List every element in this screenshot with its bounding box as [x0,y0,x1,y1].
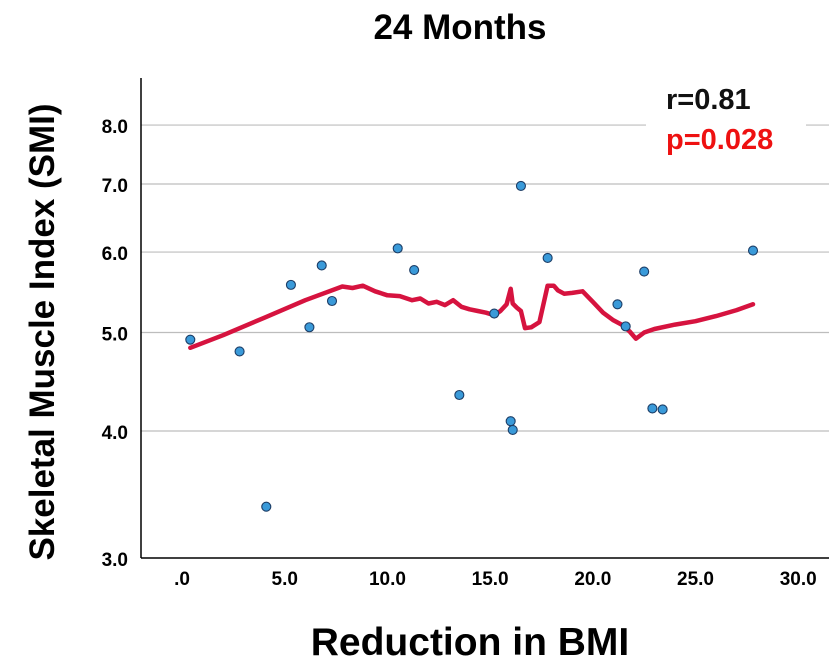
data-point [454,389,465,401]
data-point [639,266,650,277]
data-point [304,322,315,333]
x-tick-labels: .0 5.0 10.0 15.0 20.0 25.0 30.0 [174,569,817,590]
x-tick-label: 5.0 [272,569,298,590]
y-tick-label: 5.0 [102,325,128,346]
x-tick-label: .0 [174,569,190,590]
y-tick-label: 7.0 [102,176,128,197]
y-tick-label: 8.0 [102,117,128,138]
data-point [612,299,623,310]
grid-lines [141,124,829,432]
data-point [489,308,500,319]
axes [140,78,829,559]
x-tick-label: 25.0 [677,569,714,590]
p-value-annotation: p=0.028 [666,124,773,156]
data-point [747,245,759,256]
data-point [620,321,631,332]
y-axis-label: Skeletal Muscle Index (SMI) [23,103,62,560]
chart-title: 24 Months [373,8,546,47]
y-tick-label: 3.0 [102,550,128,571]
data-point [515,180,526,191]
y-tick-labels: 3.0 4.0 5.0 6.0 7.0 8.0 [102,117,128,571]
data-point [234,346,245,357]
r-value-annotation: r=0.81 [666,84,751,116]
data-point [505,416,516,427]
data-point [316,260,327,271]
data-point [409,265,420,276]
x-axis-label: Reduction in BMI [311,621,629,663]
data-point [392,243,403,254]
data-point [185,334,196,345]
data-point [285,279,296,290]
y-tick-label: 4.0 [102,423,128,444]
x-tick-label: 15.0 [472,569,509,590]
annotation-box [646,78,806,168]
fit-line [188,283,756,351]
data-point [647,403,658,414]
data-point [326,295,338,307]
data-point [261,501,272,512]
data-points [185,180,759,512]
data-point [657,404,668,415]
x-tick-label: 10.0 [369,569,406,590]
fit-line-group [188,283,756,351]
y-tick-label: 6.0 [102,244,128,265]
x-tick-label: 20.0 [574,569,611,590]
x-tick-label: 30.0 [780,569,817,590]
data-point [542,252,553,264]
data-point [507,424,518,435]
